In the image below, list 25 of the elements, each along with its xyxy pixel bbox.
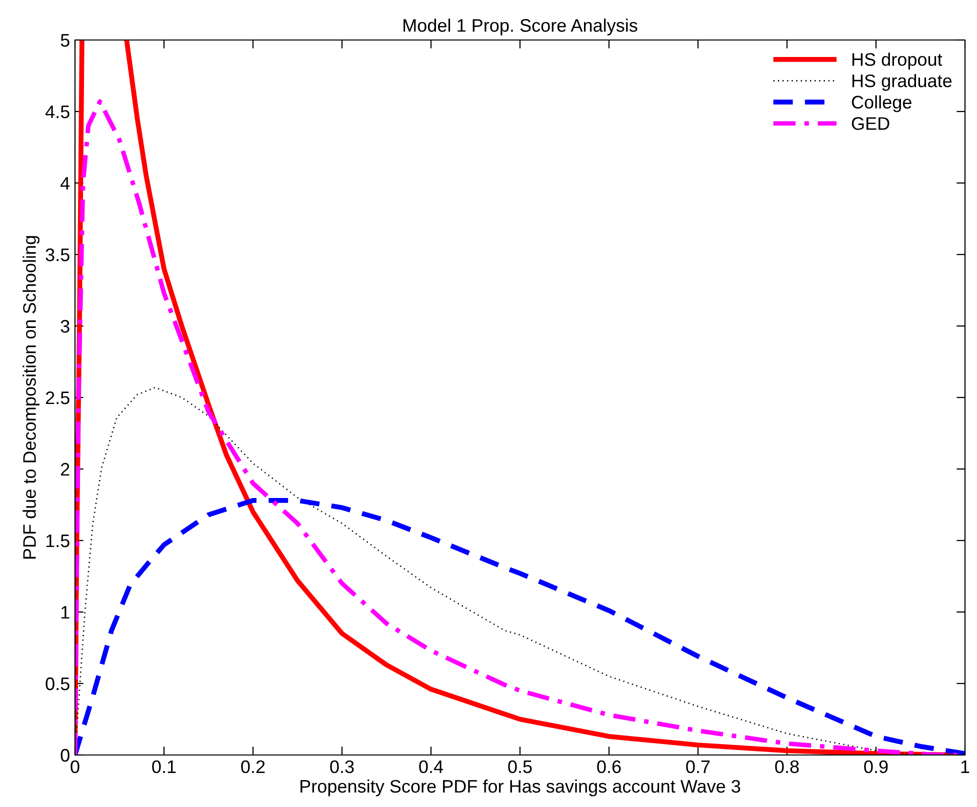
y-tick-label: 3	[60, 320, 70, 333]
y-tick-label: 0.5	[46, 677, 70, 690]
x-tick-label: 0.8	[775, 760, 799, 774]
x-tick-label: 0.5	[508, 760, 532, 774]
y-tick-label: 1.5	[46, 534, 70, 548]
x-tick-label: 0	[70, 760, 80, 774]
y-tick-label: 2	[61, 462, 70, 476]
x-tick-label: 0.2	[241, 760, 265, 774]
y-tick-label: 3.5	[46, 248, 70, 262]
y-tick-label: 1	[61, 606, 70, 619]
x-tick-label: 0.4	[419, 760, 444, 774]
chart-title: Model 1 Prop. Score Analysis	[404, 18, 638, 36]
y-tick-label: 5	[60, 34, 70, 47]
y-tick-label: 0	[60, 748, 70, 762]
x-tick-label: 0.7	[686, 760, 710, 774]
x-tick-label: 0.3	[330, 760, 354, 774]
y-axis-title: PDF due to Decomposition on Schooling	[22, 236, 40, 559]
x-tick-label: 0.6	[597, 760, 621, 774]
y-tick-label: 2.5	[46, 391, 70, 404]
x-tick-label: 0.9	[864, 760, 888, 774]
y-tick-label: 4.5	[45, 106, 70, 118]
x-axis-title: Propensity Score PDF for Has savings account Wave 3	[300, 779, 740, 796]
x-tick-label: 0.1	[152, 760, 176, 774]
y-tick-label: 4	[60, 177, 70, 190]
x-tick-label: 1	[961, 760, 970, 773]
